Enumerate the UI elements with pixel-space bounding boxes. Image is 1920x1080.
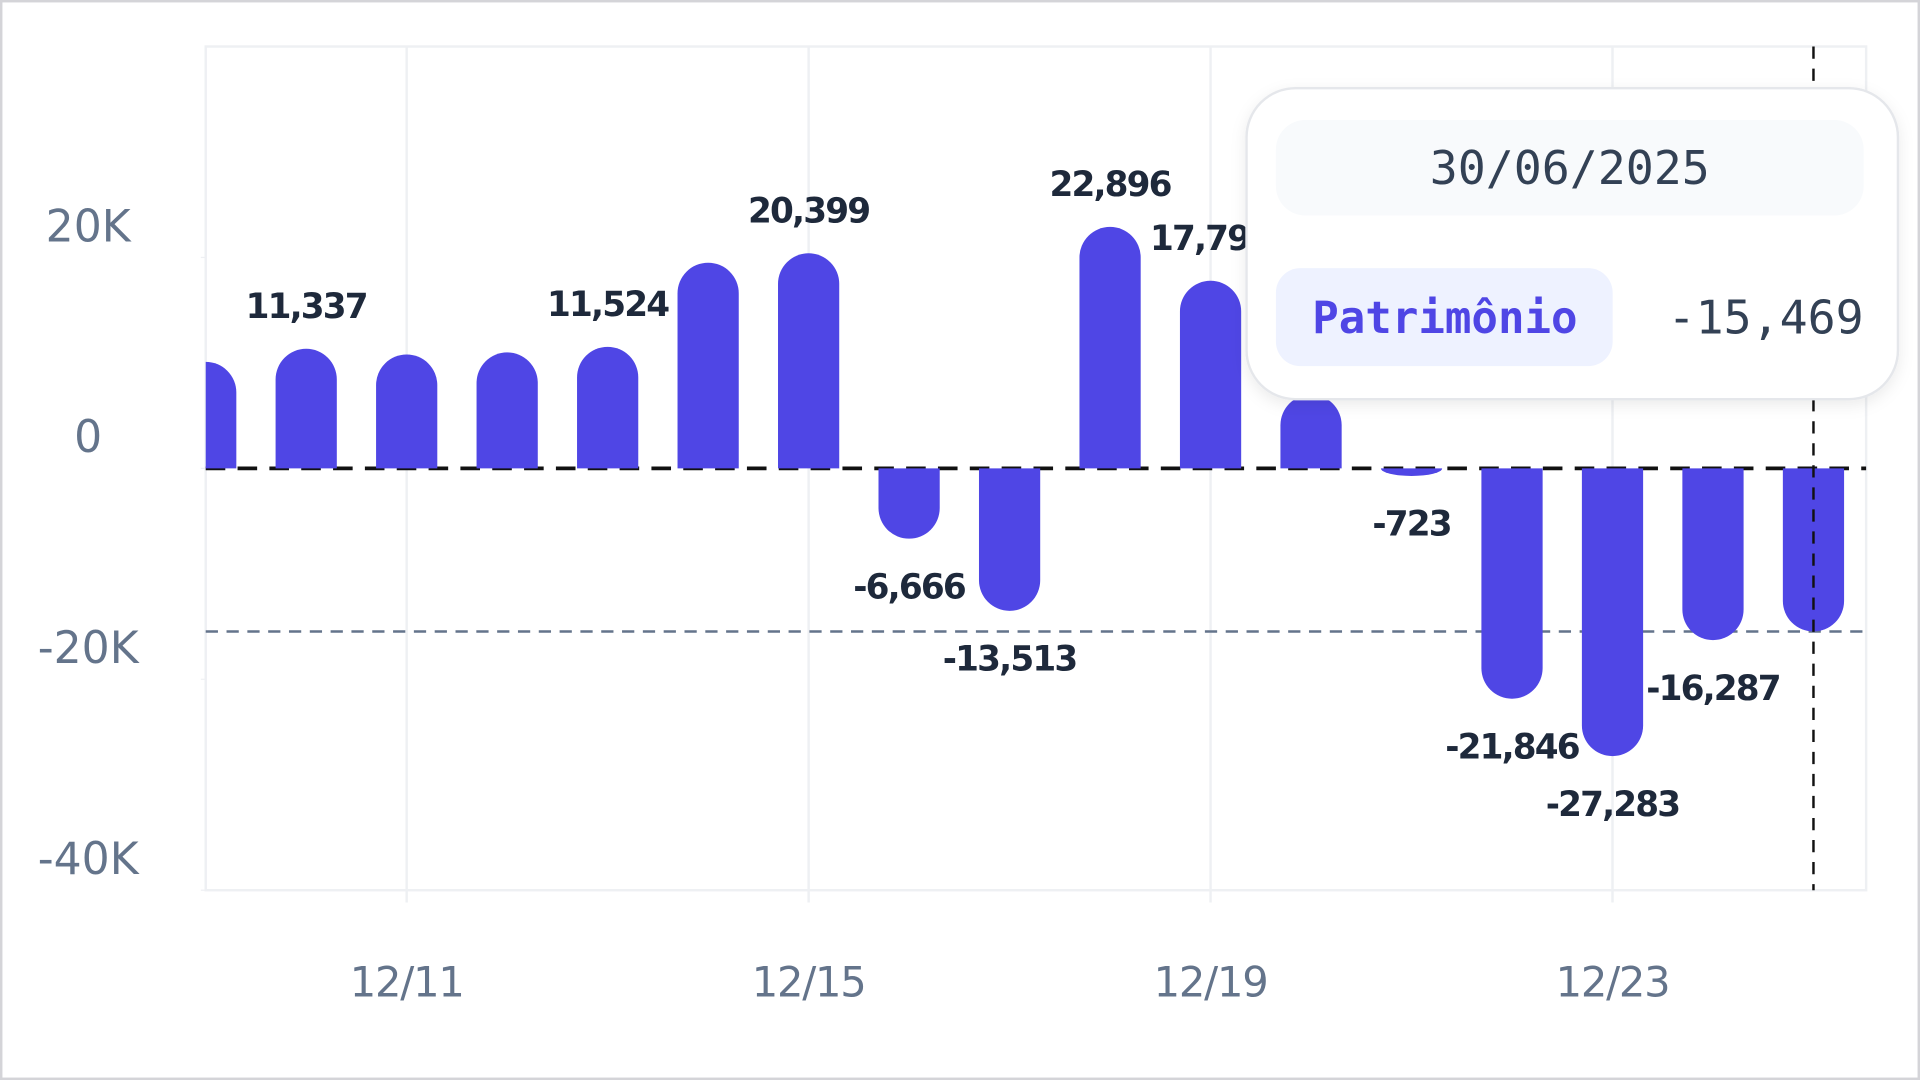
data-label: -27,283 bbox=[1546, 785, 1680, 825]
data-label: -21,846 bbox=[1445, 727, 1579, 767]
data-label: 20,399 bbox=[748, 191, 869, 231]
tooltip-series-name: Patrimônio bbox=[1312, 293, 1577, 344]
x-tick-label: 12/19 bbox=[1154, 958, 1268, 1007]
bar bbox=[1782, 468, 1845, 632]
data-label: -16,287 bbox=[1646, 669, 1780, 709]
bar bbox=[476, 352, 538, 469]
y-tick-label: -20K bbox=[38, 623, 140, 674]
x-tick-label: 12/23 bbox=[1556, 958, 1670, 1007]
bars bbox=[205, 226, 1845, 757]
tooltip-date: 30/06/2025 bbox=[1430, 141, 1710, 195]
x-tick-label: 12/15 bbox=[752, 958, 866, 1007]
bar bbox=[376, 354, 438, 469]
bar bbox=[577, 346, 639, 469]
tooltip-value: -15,469 bbox=[1668, 290, 1864, 344]
bar bbox=[1280, 394, 1342, 469]
bar bbox=[205, 361, 237, 469]
tooltip-date-box bbox=[1275, 120, 1864, 216]
bar bbox=[1179, 280, 1242, 469]
y-tick-label: 20K bbox=[46, 201, 132, 252]
bar bbox=[1581, 468, 1644, 757]
data-label: -6,666 bbox=[853, 567, 965, 607]
bar bbox=[275, 348, 337, 469]
bar bbox=[677, 262, 739, 469]
bar bbox=[1682, 468, 1744, 641]
bar bbox=[1079, 226, 1141, 469]
data-label: -723 bbox=[1372, 505, 1450, 545]
tooltip-series-pill bbox=[1275, 268, 1613, 367]
data-label: -13,513 bbox=[943, 640, 1077, 680]
bar bbox=[778, 253, 840, 469]
y-tick-label: 0 bbox=[74, 412, 102, 463]
bar bbox=[1380, 468, 1443, 476]
data-label: 11,337 bbox=[246, 287, 367, 327]
bar bbox=[978, 468, 1041, 611]
data-label: 22,896 bbox=[1049, 165, 1170, 205]
data-label: 11,524 bbox=[547, 285, 669, 325]
bar bbox=[878, 468, 940, 539]
bar bbox=[1481, 468, 1543, 699]
x-tick-label: 12/11 bbox=[350, 958, 464, 1007]
tooltip: 30/06/2025 Patrimônio -15,469 bbox=[1245, 86, 1900, 401]
y-tick-label: -40K bbox=[38, 834, 140, 885]
